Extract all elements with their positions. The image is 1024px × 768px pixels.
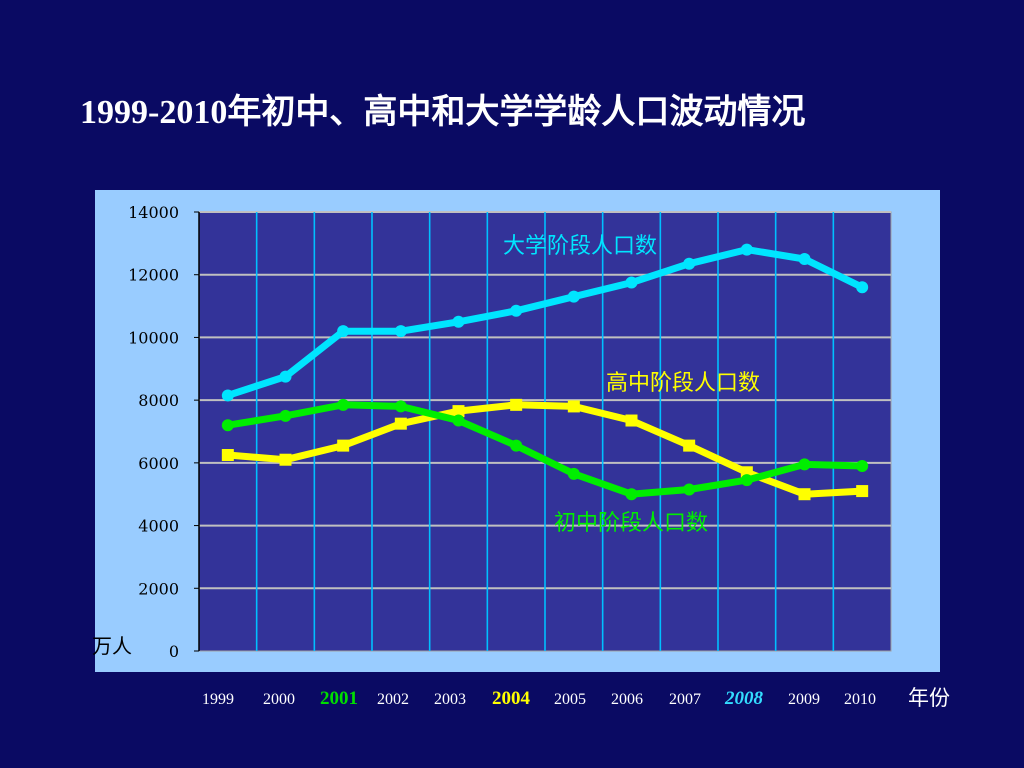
data-point — [625, 488, 638, 501]
data-point — [625, 276, 638, 289]
y-tick-label: 12000 — [128, 266, 179, 285]
data-point — [567, 290, 580, 303]
data-point — [510, 398, 523, 411]
x-tick-label: 2005 — [554, 691, 586, 708]
data-point — [279, 453, 292, 466]
x-tick-label: 2007 — [669, 691, 701, 708]
series-label: 高中阶段人口数 — [606, 371, 760, 396]
y-tick-label: 6000 — [138, 454, 179, 473]
x-tick-label: 2010 — [844, 691, 876, 708]
data-point — [452, 315, 465, 328]
series-line — [224, 246, 866, 399]
data-point — [452, 414, 465, 427]
data-point — [683, 257, 696, 270]
y-axis-label: 万人 — [92, 634, 132, 658]
data-point — [856, 459, 869, 472]
data-point — [221, 389, 234, 402]
x-tick-label: 2003 — [434, 691, 466, 708]
x-axis-label: 年份 — [908, 686, 950, 710]
data-point — [279, 409, 292, 422]
x-tick-label: 2008 — [724, 688, 764, 709]
data-point — [394, 325, 407, 338]
data-point — [740, 474, 753, 487]
series-label: 初中阶段人口数 — [554, 511, 708, 536]
data-point — [798, 488, 811, 501]
x-tick-label: 2001 — [320, 688, 358, 709]
data-point — [567, 467, 580, 480]
data-point — [683, 439, 696, 452]
x-tick-label: 2004 — [492, 688, 531, 709]
data-point — [221, 449, 234, 462]
y-tick-label: 10000 — [128, 328, 179, 347]
y-tick-label: 14000 — [128, 203, 179, 222]
y-tick-label: 2000 — [138, 579, 179, 598]
data-point — [510, 439, 523, 452]
x-tick-label: 1999 — [202, 691, 234, 708]
x-tick-label: 2006 — [611, 691, 643, 708]
y-tick-label: 0 — [169, 642, 179, 661]
data-point — [337, 439, 350, 452]
slide-title: 1999-2010年初中、高中和大学学龄人口波动情况 — [80, 94, 806, 131]
data-point — [625, 414, 638, 427]
y-tick-label: 4000 — [138, 517, 179, 536]
series-label: 大学阶段人口数 — [503, 234, 657, 259]
data-point — [394, 400, 407, 413]
data-point — [740, 243, 753, 256]
x-tick-label: 2009 — [788, 691, 820, 708]
data-point — [798, 253, 811, 266]
data-point — [856, 485, 869, 498]
data-point — [337, 398, 350, 411]
data-point — [452, 405, 465, 418]
data-point — [856, 281, 869, 294]
y-tick-label: 8000 — [138, 391, 179, 410]
data-point — [798, 458, 811, 471]
data-point — [337, 325, 350, 338]
data-point — [279, 370, 292, 383]
data-point — [394, 417, 407, 430]
data-point — [221, 419, 234, 432]
x-tick-label: 2000 — [263, 691, 295, 708]
data-point — [567, 400, 580, 413]
data-point — [510, 304, 523, 317]
series-line — [224, 401, 866, 498]
x-tick-label: 2002 — [377, 691, 409, 708]
data-point — [683, 483, 696, 496]
